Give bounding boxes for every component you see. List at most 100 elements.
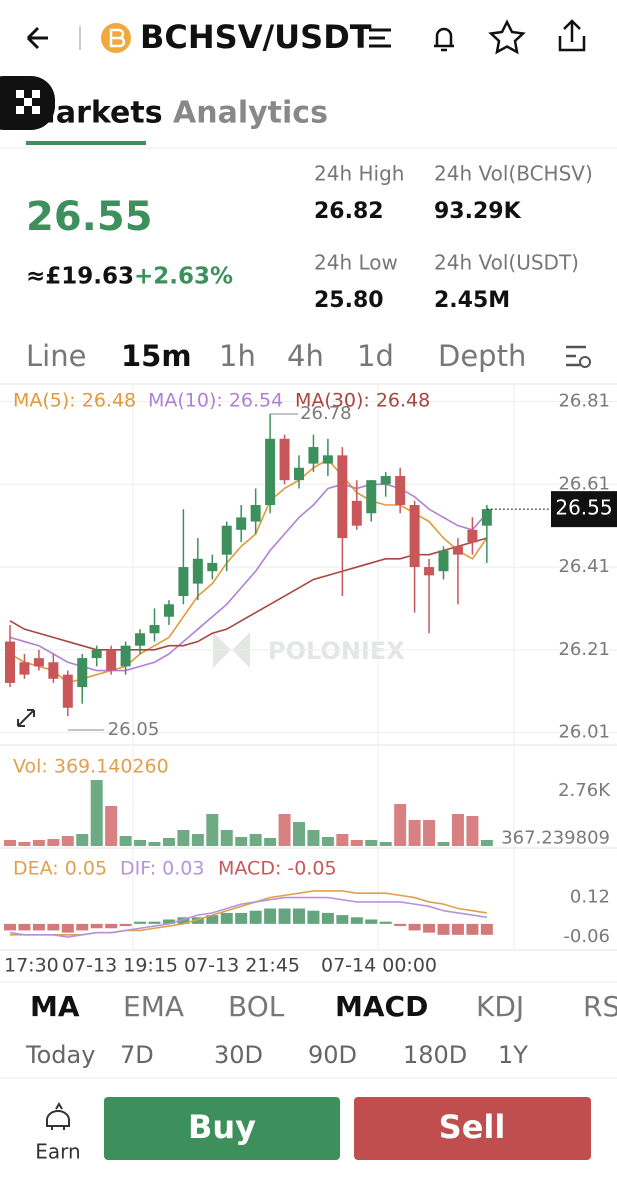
timeframe[interactable]: 1h: [219, 339, 256, 373]
volume-bar: [264, 838, 277, 846]
stat-value: 93.29K: [434, 199, 522, 224]
share-icon[interactable]: [558, 19, 586, 52]
change-pct: +2.63%: [134, 264, 233, 290]
indicator-active[interactable]: MACD: [335, 990, 428, 1023]
macd-bar: [264, 908, 277, 924]
macd-bar: [437, 923, 450, 935]
earn-icon[interactable]: [46, 1102, 70, 1130]
macd-bar: [134, 921, 147, 924]
volume-bar: [365, 840, 378, 846]
macd-bar: [119, 923, 132, 927]
macd-bar: [321, 912, 334, 924]
bell-icon[interactable]: [434, 27, 454, 52]
y-tick-label: 26.01: [558, 722, 610, 743]
candle-body: [135, 633, 146, 646]
chart-settings[interactable]: [566, 345, 586, 367]
volume-bar: [47, 839, 60, 846]
stat-label: 24h Vol(BCHSV): [434, 162, 593, 186]
period[interactable]: 90D: [308, 1041, 357, 1069]
timeframe[interactable]: Line: [26, 339, 86, 373]
pair-title[interactable]: BCHSV/USDT: [140, 18, 372, 56]
buy-button[interactable]: [104, 1097, 340, 1160]
macd-bar: [191, 917, 204, 924]
period[interactable]: 180D: [403, 1041, 467, 1069]
candle-body: [192, 558, 203, 584]
candle-body: [19, 662, 30, 675]
expand-icon[interactable]: [17, 709, 35, 727]
last-price-box: [551, 491, 617, 528]
last-price: 26.55: [26, 194, 153, 240]
candle-body: [351, 500, 362, 526]
volume-bar: [278, 814, 291, 846]
plot: 26.81 26.61 26.41 26.21 26.01 MA(5): 26.48 MA(…: [0, 390, 617, 977]
legend-item: MA(30): 26.48: [295, 390, 430, 412]
volume-bar: [32, 840, 45, 846]
volume-bar: [90, 780, 103, 846]
sell-button[interactable]: [354, 1097, 591, 1160]
period[interactable]: Today: [25, 1041, 95, 1069]
stat-label: 24h High: [314, 162, 404, 186]
buy-label[interactable]: Buy: [188, 1108, 256, 1146]
candle-body: [395, 476, 406, 505]
macd-bar: [249, 910, 262, 924]
y-tick-label: 26.21: [558, 639, 610, 660]
timeframe[interactable]: Depth: [438, 339, 526, 373]
earn-label[interactable]: Earn: [35, 1140, 80, 1164]
y-tick-label: 2.76K: [558, 780, 611, 801]
macd-bar: [350, 917, 363, 924]
y-tick-label: 26.81: [558, 391, 610, 412]
stat-value: 26.82: [314, 199, 384, 224]
chart-settings-gear: [579, 356, 591, 368]
timeframe[interactable]: 4h: [287, 339, 324, 373]
back-button[interactable]: [26, 26, 48, 50]
indicator[interactable]: EMA: [123, 990, 184, 1023]
volume-bar: [379, 842, 392, 846]
indicator[interactable]: RS: [583, 990, 617, 1023]
macd-bar: [278, 908, 291, 924]
macd-bar: [32, 923, 45, 931]
star-icon[interactable]: [488, 19, 526, 55]
volume-bar: [119, 836, 132, 846]
pair-menu[interactable]: [369, 28, 391, 48]
macd-bar: [220, 912, 233, 924]
candle-body: [467, 529, 478, 543]
indicator[interactable]: BOL: [228, 990, 285, 1023]
volume-bar: [350, 840, 363, 846]
x-tick-label: 17:30: [4, 955, 59, 977]
legend-item: MA(10): 26.54: [148, 390, 283, 412]
legend-item: DEA: 0.05: [13, 858, 107, 880]
tab-analytics[interactable]: Analytics: [173, 96, 328, 131]
indicator-active[interactable]: MA: [30, 990, 80, 1023]
legend-item: DIF: 0.03: [120, 858, 204, 880]
period[interactable]: 1Y: [498, 1041, 528, 1069]
tab-bar: [0, 80, 617, 150]
volume-title: Vol: 369.140260: [13, 756, 169, 778]
period[interactable]: 30D: [214, 1041, 263, 1069]
period[interactable]: 7D: [120, 1041, 154, 1069]
timeframe-active[interactable]: 15m: [121, 339, 192, 373]
y-tick-label: -0.06: [563, 926, 610, 947]
macd-bar: [379, 921, 392, 924]
indicator[interactable]: KDJ: [476, 990, 524, 1023]
volume-bar: [437, 842, 450, 846]
macd-bar: [47, 923, 60, 931]
x-tick-label: 07-13 19:15: [62, 955, 178, 977]
macd-bar: [18, 923, 31, 931]
volume-bar: [321, 837, 334, 846]
volume-bar: [18, 842, 31, 846]
candle-body: [337, 455, 348, 539]
volume-bar: [336, 834, 349, 846]
volume-bar: [451, 814, 464, 846]
y-tick-label: 26.41: [558, 556, 610, 577]
volume-bar: [220, 830, 233, 846]
macd-bar: [408, 923, 421, 931]
sell-label[interactable]: Sell: [439, 1108, 506, 1146]
candle-body: [91, 649, 102, 659]
candle-body: [279, 438, 290, 481]
candle-body: [77, 658, 88, 688]
volume-bar: [206, 814, 219, 846]
candle-body: [207, 562, 218, 572]
macd-bar: [480, 923, 493, 935]
timeframe[interactable]: 1d: [357, 339, 394, 373]
